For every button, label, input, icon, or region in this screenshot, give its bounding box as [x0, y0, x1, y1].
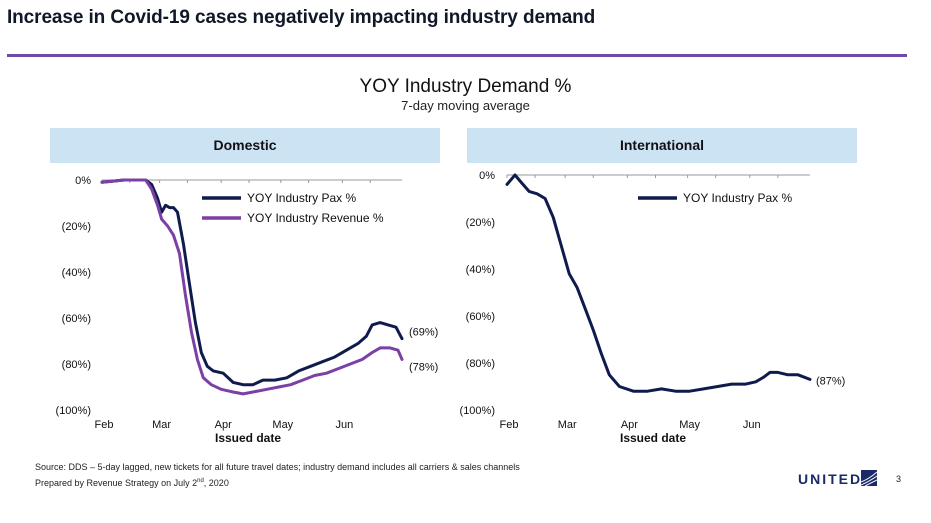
international-x-tick-label: Jun	[743, 419, 761, 431]
international-panel-header: International	[467, 128, 857, 163]
slide-title: Increase in Covid-19 cases negatively im…	[7, 7, 596, 28]
prepared-text: Prepared by Revenue Strategy on July 2	[35, 478, 198, 488]
international-x-tick-label: May	[679, 419, 700, 431]
international-y-tick-label: (100%)	[460, 405, 495, 417]
domestic-x-tick-label: May	[272, 419, 293, 431]
domestic-legend-label-1: YOY Industry Pax %	[247, 191, 356, 205]
chart-subtitle: 7-day moving average	[401, 98, 530, 113]
domestic-end-value-label-1: (69%)	[409, 327, 438, 339]
prepared-superscript: nd	[197, 478, 204, 484]
source-footnote: Source: DDS – 5-day lagged, new tickets …	[35, 462, 520, 472]
domestic-x-tick-label: Feb	[95, 419, 114, 431]
domestic-panel-header: Domestic	[50, 128, 440, 163]
domestic-y-tick-label: (20%)	[62, 221, 91, 233]
domestic-x-tick-label: Jun	[336, 419, 354, 431]
domestic-x-tick-label: Mar	[152, 419, 171, 431]
page-number: 3	[896, 474, 902, 484]
domestic-x-axis-label: Issued date	[215, 431, 281, 445]
international-x-tick-label: Feb	[500, 419, 519, 431]
domestic-x-tick-label: Apr	[215, 419, 232, 431]
united-globe-icon	[861, 470, 877, 486]
international-end-value-label-1: (87%)	[816, 375, 845, 387]
title-rule	[7, 54, 907, 57]
prepared-year: , 2020	[203, 478, 229, 488]
domestic-series-line-1	[100, 178, 404, 387]
international-x-tick-label: Apr	[621, 419, 638, 431]
international-y-tick-label: (40%)	[466, 264, 495, 276]
international-y-tick-label: 0%	[479, 170, 495, 182]
domestic-y-tick-label: (100%)	[56, 405, 91, 417]
prepared-by-footnote: Prepared by Revenue Strategy on July 2nd…	[35, 478, 229, 488]
domestic-series-line-2	[100, 178, 404, 396]
international-series-line-1	[505, 173, 812, 393]
domestic-y-tick-label: (80%)	[62, 359, 91, 371]
international-y-tick-label: (20%)	[466, 217, 495, 229]
international-legend-label-1: YOY Industry Pax %	[683, 191, 792, 205]
domestic-end-value-label-2: (78%)	[409, 361, 438, 373]
international-x-axis-label: Issued date	[620, 431, 686, 445]
international-y-tick-label: (80%)	[466, 358, 495, 370]
domestic-y-tick-label: 0%	[75, 175, 91, 187]
united-logo-wordmark: UNITED	[798, 471, 863, 487]
yoy-demand-charts: 0% (20%) (40%) (60%) (80%) (100%) Feb Mar Apr May…	[56, 170, 846, 445]
international-x-tick-label: Mar	[558, 419, 577, 431]
domestic-legend-label-2: YOY Industry Revenue %	[247, 211, 384, 225]
domestic-y-tick-label: (60%)	[62, 313, 91, 325]
international-y-tick-label: (60%)	[466, 311, 495, 323]
chart-title: YOY Industry Demand %	[359, 76, 572, 97]
domestic-y-tick-label: (40%)	[62, 267, 91, 279]
